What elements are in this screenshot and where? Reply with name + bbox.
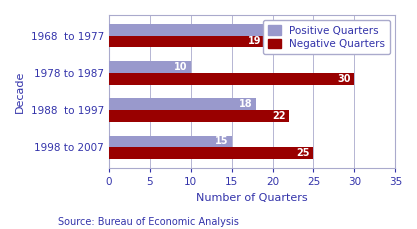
Text: 19: 19 xyxy=(248,36,261,46)
Bar xyxy=(109,24,281,35)
Text: 30: 30 xyxy=(338,74,351,84)
Legend: Positive Quarters, Negative Quarters: Positive Quarters, Negative Quarters xyxy=(263,20,390,54)
Bar xyxy=(109,35,264,47)
Text: 21: 21 xyxy=(264,25,277,35)
X-axis label: Number of Quarters: Number of Quarters xyxy=(196,193,308,202)
Bar xyxy=(109,147,314,159)
Y-axis label: Decade: Decade xyxy=(15,70,25,113)
Text: 22: 22 xyxy=(272,111,286,121)
Bar xyxy=(109,98,256,110)
Text: Source: Bureau of Economic Analysis: Source: Bureau of Economic Analysis xyxy=(58,217,239,227)
Bar xyxy=(109,73,354,85)
Bar xyxy=(109,110,289,122)
Text: 10: 10 xyxy=(174,62,187,72)
Text: 25: 25 xyxy=(296,148,310,158)
Bar xyxy=(109,136,231,147)
Text: 18: 18 xyxy=(239,99,253,109)
Text: 15: 15 xyxy=(215,136,228,147)
Bar xyxy=(109,61,191,73)
